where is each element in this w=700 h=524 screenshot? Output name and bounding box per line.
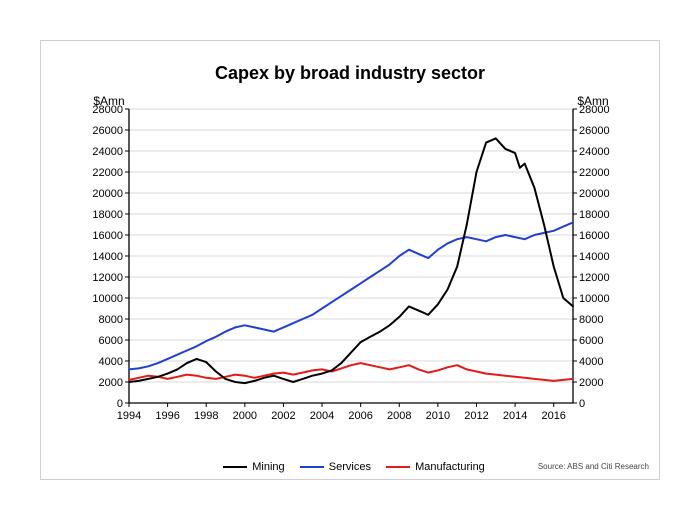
legend-swatch-mining <box>223 466 247 468</box>
svg-text:24000: 24000 <box>579 146 610 158</box>
svg-text:2002: 2002 <box>271 410 295 422</box>
svg-text:4000: 4000 <box>579 356 603 368</box>
svg-text:6000: 6000 <box>579 335 603 347</box>
svg-text:12000: 12000 <box>92 272 123 284</box>
svg-text:6000: 6000 <box>99 335 123 347</box>
svg-text:18000: 18000 <box>579 209 610 221</box>
svg-text:24000: 24000 <box>92 146 123 158</box>
svg-text:1998: 1998 <box>194 410 218 422</box>
svg-text:20000: 20000 <box>579 188 610 200</box>
svg-text:20000: 20000 <box>92 188 123 200</box>
chart-plot-area: 0 0 2000 2000 4000 4000 6000 6000 8000 8000 10000 1… <box>81 91 621 451</box>
legend-swatch-services <box>300 466 324 468</box>
svg-text:1994: 1994 <box>117 410 141 422</box>
svg-text:$Amn: $Amn <box>577 94 608 108</box>
legend-label-manufacturing: Manufacturing <box>415 461 485 473</box>
svg-text:2000: 2000 <box>579 377 603 389</box>
svg-text:2012: 2012 <box>464 410 488 422</box>
svg-text:22000: 22000 <box>579 167 610 179</box>
svg-text:2014: 2014 <box>503 410 527 422</box>
svg-text:8000: 8000 <box>579 314 603 326</box>
svg-text:2004: 2004 <box>310 410 334 422</box>
svg-text:26000: 26000 <box>579 125 610 137</box>
svg-text:0: 0 <box>579 398 585 410</box>
chart-frame: Capex by broad industry sector 0 0 2000 200… <box>40 40 660 480</box>
svg-text:8000: 8000 <box>99 314 123 326</box>
legend-swatch-manufacturing <box>386 466 410 468</box>
svg-text:18000: 18000 <box>92 209 123 221</box>
svg-text:4000: 4000 <box>99 356 123 368</box>
svg-text:2000: 2000 <box>99 377 123 389</box>
svg-text:2000: 2000 <box>233 410 257 422</box>
legend-label-mining: Mining <box>252 461 284 473</box>
svg-text:16000: 16000 <box>92 230 123 242</box>
svg-text:12000: 12000 <box>579 272 610 284</box>
svg-text:2008: 2008 <box>387 410 411 422</box>
svg-text:1996: 1996 <box>155 410 179 422</box>
svg-text:26000: 26000 <box>92 125 123 137</box>
svg-text:22000: 22000 <box>92 167 123 179</box>
svg-text:10000: 10000 <box>579 293 610 305</box>
chart-svg: 0 0 2000 2000 4000 4000 6000 6000 8000 8000 10000 1… <box>81 91 621 431</box>
svg-text:14000: 14000 <box>92 251 123 263</box>
svg-text:16000: 16000 <box>579 230 610 242</box>
chart-title: Capex by broad industry sector <box>41 63 659 84</box>
chart-source: Source: ABS and Citi Research <box>538 462 649 471</box>
svg-text:14000: 14000 <box>579 251 610 263</box>
svg-text:0: 0 <box>117 398 123 410</box>
svg-text:$Amn: $Amn <box>93 94 124 108</box>
svg-text:10000: 10000 <box>92 293 123 305</box>
svg-text:2016: 2016 <box>541 410 565 422</box>
svg-text:2006: 2006 <box>348 410 372 422</box>
svg-text:2010: 2010 <box>426 410 450 422</box>
legend-label-services: Services <box>329 461 371 473</box>
